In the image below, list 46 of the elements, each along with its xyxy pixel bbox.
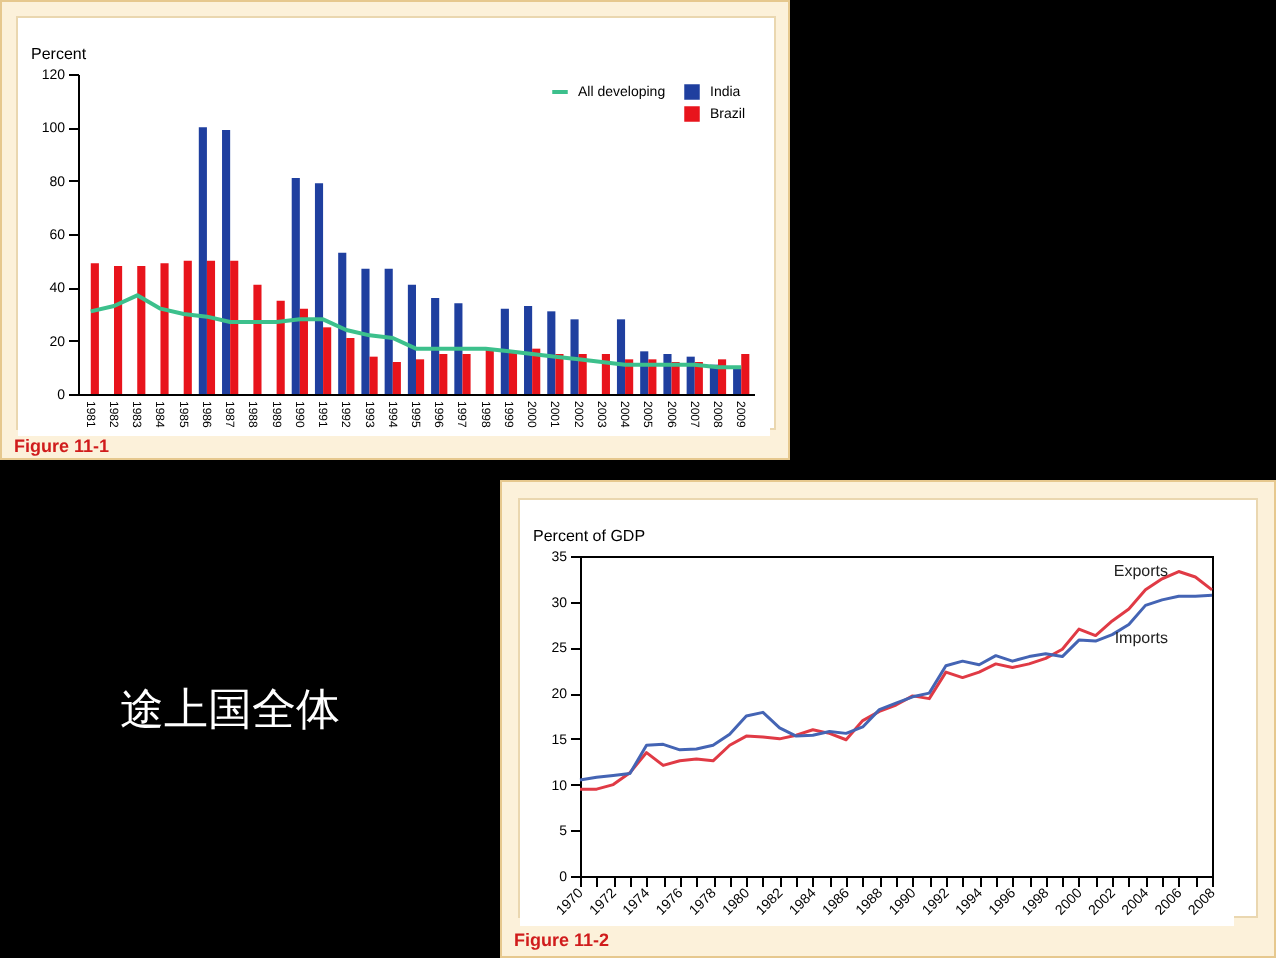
bar [547, 311, 556, 394]
bar [346, 338, 355, 394]
bar [361, 268, 370, 394]
bar [222, 130, 231, 394]
bar [384, 268, 393, 394]
bar [570, 319, 579, 394]
bar [439, 354, 448, 394]
bar [485, 348, 494, 394]
bar [183, 260, 192, 394]
bar [137, 266, 146, 394]
bar [299, 308, 308, 394]
bar [663, 354, 672, 394]
bar [230, 260, 239, 394]
caption: Figure 11-2 [514, 930, 610, 950]
y-axis-title: Percent of GDP [533, 527, 646, 545]
bar [462, 354, 471, 394]
bar [508, 351, 518, 394]
bar [276, 300, 285, 394]
bar [741, 354, 750, 394]
bar [206, 260, 216, 394]
bar [160, 263, 169, 394]
bar [555, 354, 564, 394]
series-label: Exports [1113, 561, 1168, 580]
bar [500, 308, 509, 394]
bar [90, 263, 99, 394]
bar [407, 284, 416, 394]
bar [114, 266, 123, 394]
bar [253, 284, 262, 394]
bar [198, 127, 207, 394]
bar [291, 178, 300, 394]
y-axis-title: Percent [31, 45, 88, 63]
bar [431, 298, 440, 394]
bar [392, 362, 401, 394]
bar [616, 319, 626, 394]
series-label: Imports [1114, 629, 1168, 648]
bar [338, 252, 347, 394]
bar [454, 303, 463, 394]
caption: Figure 11-1 [14, 436, 110, 456]
bar [733, 367, 742, 394]
line-series [88, 293, 744, 370]
bar [369, 356, 378, 394]
bar [524, 306, 533, 394]
bar [314, 183, 324, 394]
text: 途上国全体 [120, 684, 340, 740]
bar [323, 327, 332, 394]
bar [416, 359, 425, 394]
